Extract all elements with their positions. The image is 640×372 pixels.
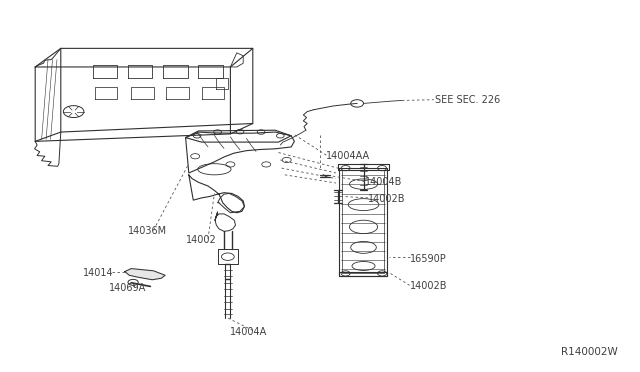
Text: 14036M: 14036M xyxy=(128,227,167,236)
Text: 14004B: 14004B xyxy=(365,177,402,187)
Text: 14004A: 14004A xyxy=(230,327,268,337)
Text: 14004AA: 14004AA xyxy=(326,151,371,161)
Text: 16590P: 16590P xyxy=(410,254,446,263)
Text: 14002B: 14002B xyxy=(368,194,406,204)
Text: SEE SEC. 226: SEE SEC. 226 xyxy=(435,96,500,105)
Text: 14002: 14002 xyxy=(186,235,216,245)
Polygon shape xyxy=(125,269,165,280)
Text: 14014: 14014 xyxy=(83,269,114,278)
Text: R140002W: R140002W xyxy=(561,347,618,357)
Text: 14002B: 14002B xyxy=(410,282,447,291)
Text: 14069A: 14069A xyxy=(109,283,146,293)
